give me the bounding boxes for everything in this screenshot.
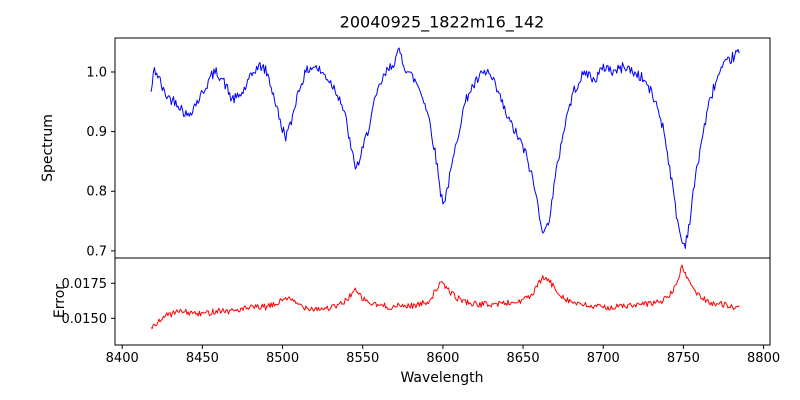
x-tick-label: 8750 <box>667 351 700 366</box>
x-axis-label: Wavelength <box>400 370 484 386</box>
y-tick-label: 0.0175 <box>62 277 108 292</box>
y-tick-label: 0.7 <box>86 244 107 259</box>
y-tick-label: 0.9 <box>86 125 107 140</box>
chart-title: 20040925_1822m16_142 <box>339 12 545 32</box>
y-tick-label: 0.0150 <box>62 312 108 327</box>
x-tick-label: 8700 <box>587 351 620 366</box>
x-tick-label: 8400 <box>106 351 139 366</box>
y-tick-label: 1.0 <box>86 65 107 80</box>
x-tick-label: 8600 <box>426 351 459 366</box>
x-tick-label: 8650 <box>507 351 540 366</box>
x-tick-label: 8550 <box>346 351 379 366</box>
error-line <box>150 264 740 330</box>
error-panel-border <box>114 257 771 346</box>
x-tick-label: 8800 <box>747 351 780 366</box>
x-tick-label: 8450 <box>186 351 219 366</box>
x-tick-label: 8500 <box>266 351 299 366</box>
y-tick-label: 0.8 <box>86 185 107 200</box>
spectrum-line <box>150 47 740 249</box>
